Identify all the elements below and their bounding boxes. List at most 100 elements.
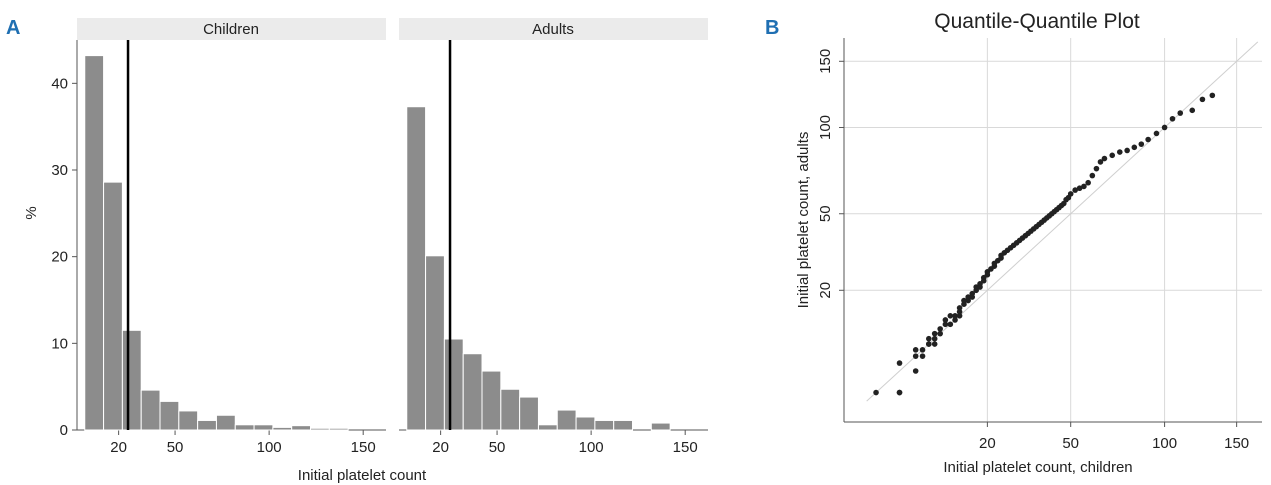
histogram-bar [613,419,634,431]
data-point [956,313,963,319]
data-point [1093,165,1100,172]
data-point [1153,130,1160,137]
data-point [1131,144,1138,151]
histogram-bar [462,353,483,431]
data-point [1189,107,1196,114]
x-tick-label: 100 [579,439,604,456]
bar-group [84,55,671,431]
y-tick-label: 30 [51,162,68,179]
histogram-bar [121,329,142,431]
data-point [1124,147,1130,154]
data-point [1169,115,1176,122]
chart-title: Quantile-Quantile Plot [934,10,1140,33]
histogram-bar [103,181,123,431]
reference-line-group [126,40,452,430]
y-tick-label: 50 [817,205,834,222]
histogram-bar [443,338,464,431]
data-point [912,353,919,359]
data-point [1089,172,1096,179]
x-tick-label: 100 [1152,435,1177,452]
data-point [931,335,938,342]
histogram-bar [481,370,502,431]
x-tick-label: 20 [110,439,127,456]
histogram-bar [328,427,349,431]
histogram-bar [197,419,217,431]
point-group [873,92,1216,396]
panel-a-letter: A [6,17,20,39]
data-point [1081,183,1087,190]
data-point [952,313,958,319]
x-axis-label: Initial platelet count, children [943,459,1132,476]
qq-plot-chart: Quantile-Quantile Plot 20 50 100 150 20 50 100… [795,10,1262,476]
data-point [896,389,903,396]
data-point [965,294,971,300]
data-point [919,353,926,359]
x-tick-label: 100 [257,439,282,456]
facet-label-children: Children [203,21,259,38]
data-point [931,341,938,347]
data-point [956,309,963,315]
histogram-bar [178,410,199,431]
data-point [1076,185,1083,192]
y-tick-label: 100 [817,115,834,140]
grid-group [844,38,1262,422]
y-tick-label: 20 [51,249,68,266]
data-point [947,321,954,328]
histogram-bar [84,55,105,431]
histogram-bar [272,426,293,431]
data-point [947,313,954,319]
data-point [1145,136,1151,143]
histogram-bar [406,106,427,431]
histogram-bar [594,419,615,431]
x-axis-label: Initial platelet count [298,467,427,484]
data-point [1209,92,1216,99]
data-point [912,368,919,374]
data-point [942,317,949,323]
data-point [1109,152,1116,159]
histogram-bar [519,396,539,431]
histogram-bar [234,424,255,431]
data-point [952,317,958,323]
histogram-bar [253,424,274,431]
data-point [1101,155,1108,162]
data-point [961,297,967,304]
data-point [926,335,932,342]
histogram-bar [425,255,445,431]
facet-strip-adults [399,18,708,40]
data-point [873,389,879,396]
data-point [1161,124,1168,131]
data-point [1116,149,1123,155]
data-point [937,326,943,332]
x-tick-label: 50 [167,439,184,456]
data-point [969,290,976,297]
x-tick-label: 150 [673,439,698,456]
data-point [1138,141,1145,147]
x-tick-label: 20 [979,435,996,452]
y-axis-label: % [23,206,40,219]
data-point [973,284,979,290]
y-tick-label: 150 [817,49,834,74]
x-tick-label: 150 [1224,435,1249,452]
y-axis-label: Initial platelet count, adults [795,132,812,309]
histogram-bar [650,422,671,431]
identity-line [866,41,1259,402]
y-tick-label: 0 [60,422,68,439]
x-tick-label: 50 [489,439,506,456]
y-tick-label: 10 [51,335,68,352]
data-point [942,321,949,328]
data-point [931,330,938,337]
data-point [937,330,943,337]
y-tick-group: 0 10 20 30 40 [51,75,77,439]
facet-strip-children [77,18,386,40]
histogram-bar [140,389,161,431]
histogram-bar [215,414,236,431]
histogram-bar [310,427,330,431]
panel-b-letter: B [765,17,779,39]
histogram-bar [575,416,596,431]
data-point [1097,159,1104,165]
facet-label-adults: Adults [532,21,574,38]
data-point [956,305,963,311]
histogram-bar [556,409,577,431]
